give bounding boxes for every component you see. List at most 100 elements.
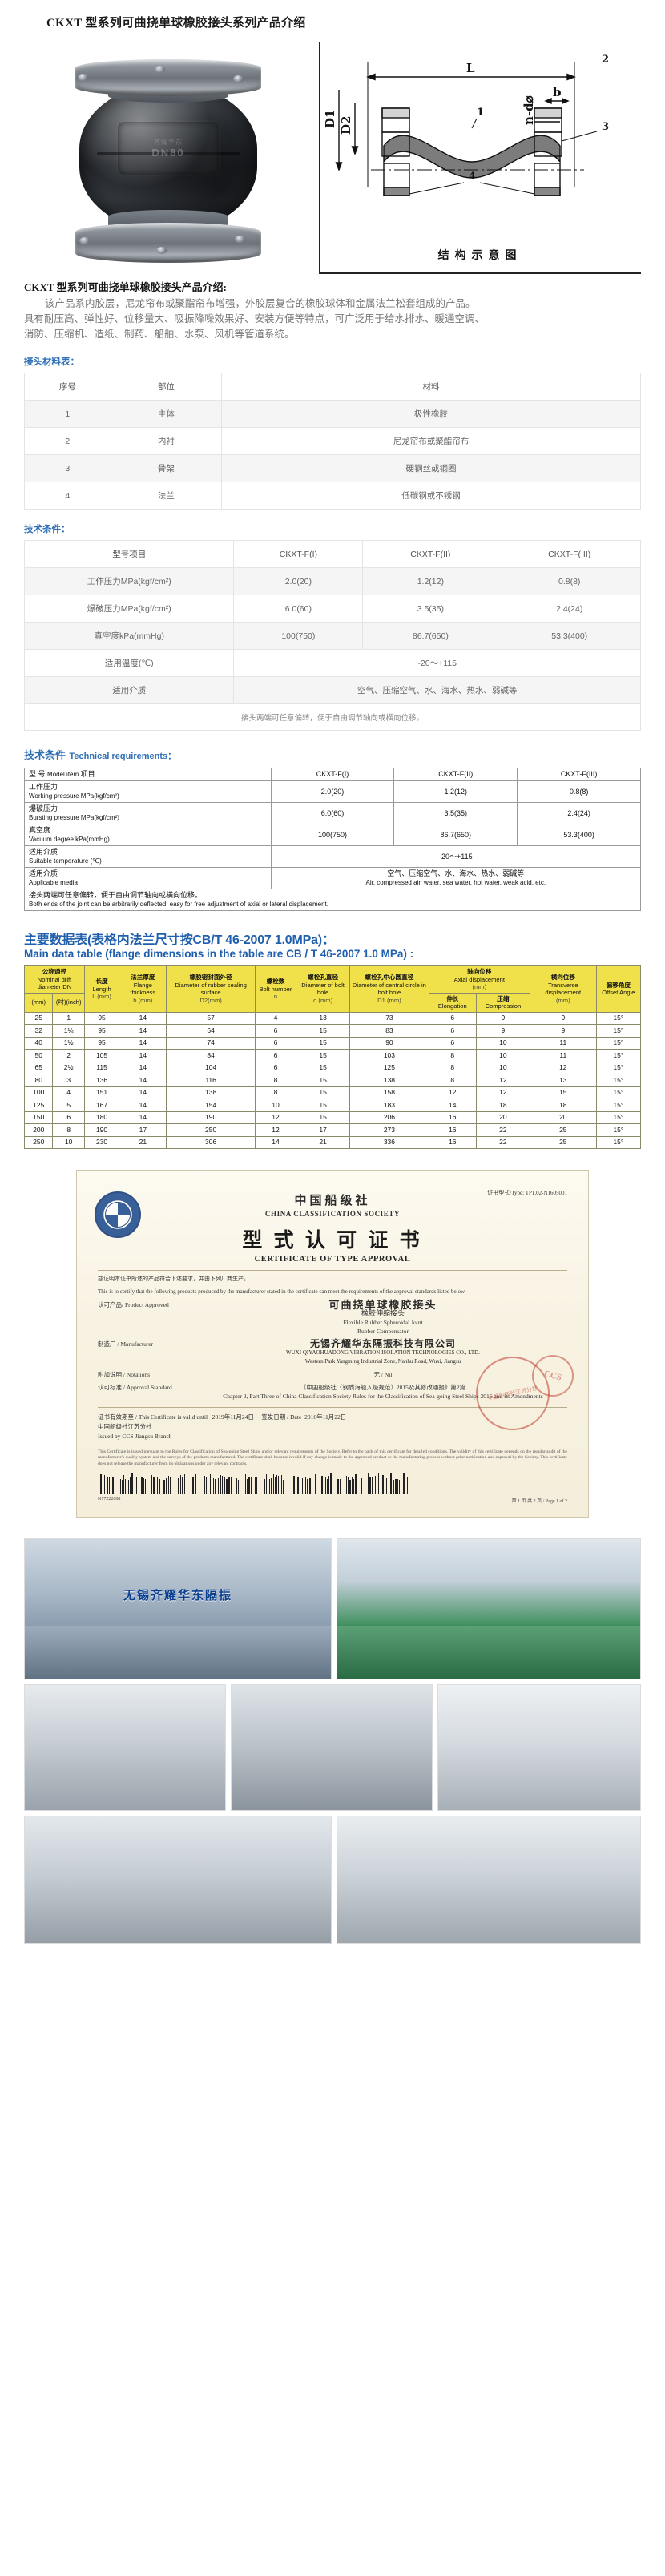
warehouse-photo — [24, 1684, 226, 1811]
col-ckxt-f2: CKXT-F(II) — [363, 541, 498, 568]
ccs-emblem-icon — [95, 1191, 141, 1238]
cell-param: 工作压力 Working pressure MPa(kgf/cm²) — [25, 781, 272, 803]
cell-value-span: -20～+115 — [234, 650, 641, 677]
cell-dn-mm: 100 — [25, 1086, 53, 1099]
cell-index: 1 — [25, 401, 111, 428]
dn-marking: DN80 — [151, 147, 184, 159]
cell-value-span: 空气、压缩空气、水、海水、热水、弱碱等 — [234, 677, 641, 704]
cell-param: 适用温度(℃) — [25, 650, 234, 677]
product-name-cn: 可曲挠单球橡胶接头 — [199, 1300, 567, 1309]
cell-thickness: 17 — [119, 1124, 167, 1137]
cell-offset-angle: 15° — [596, 1037, 640, 1050]
product-subname-en: Rubber Compensator — [199, 1327, 567, 1336]
testing-lab-photo — [437, 1684, 641, 1811]
cell-bolt-hole-d: 15 — [296, 1111, 350, 1124]
cell-elongation: 16 — [429, 1111, 476, 1124]
cell-bolt-number: 8 — [255, 1074, 296, 1087]
cell-dn-mm: 25 — [25, 1012, 53, 1025]
col-dn-inch: (吋)(inch) — [53, 993, 84, 1012]
col-d2: 橡胶密封面外径 Diameter of rubber sealing surfa… — [167, 966, 255, 1013]
tech-bilingual-heading: 技术条件 Technical requirements： — [0, 731, 665, 764]
cell-elongation: 16 — [429, 1136, 476, 1149]
cell-d2: 84 — [167, 1050, 255, 1062]
col-flange-thickness: 法兰厚度 Flange thickness b (mm) — [119, 966, 167, 1013]
table-note-row: 接头两端可任意偏转，便于自由调节轴向或横向位移。 — [25, 704, 641, 731]
cell-bolt-hole-d: 13 — [296, 1012, 350, 1025]
cell-transverse: 11 — [530, 1037, 596, 1050]
cell-value: 86.7(650) — [363, 623, 498, 650]
cell-param: 适用介质 Applicable media — [25, 868, 272, 889]
table-row: 适用温度(℃) -20～+115 — [25, 650, 641, 677]
col-compression: 压缩 Compression — [476, 993, 530, 1012]
bolt-icon — [79, 237, 90, 244]
col-elongation: 伸长 Elongation — [429, 993, 476, 1012]
dim-label-L: L — [466, 61, 475, 75]
dim-label-D1: D1 — [323, 110, 337, 128]
barcode — [98, 1473, 567, 1494]
cell-compression: 22 — [476, 1124, 530, 1137]
tech-conditions-table: 型号项目 CKXT-F(I) CKXT-F(II) CKXT-F(III) 工作… — [24, 540, 641, 731]
cell-d2: 154 — [167, 1099, 255, 1112]
cell-length: 151 — [84, 1086, 119, 1099]
material-table-label: 接头材料表： — [0, 342, 665, 373]
table-row: 1 主体 极性橡胶 — [25, 401, 641, 428]
cell-transverse: 25 — [530, 1136, 596, 1149]
cell-bolt-number: 8 — [255, 1086, 296, 1099]
dim-label-nd: n-d⌀ — [522, 95, 536, 125]
cell-elongation: 6 — [429, 1012, 476, 1025]
table-header-row: 型号项目 CKXT-F(I) CKXT-F(II) CKXT-F(III) — [25, 541, 641, 568]
main-data-body: 25 1 95 14 57 4 13 73 6 9 9 15° 32 1¼ 95 14 64 6 15 83 6 9 9 15… — [25, 1012, 641, 1149]
cell-length: 95 — [84, 1012, 119, 1025]
table-note-row: 接头两端可任意偏转，便于自由调节轴向或横向位移。 Both ends of th… — [25, 889, 641, 911]
col-dn-mm: (mm) — [25, 993, 53, 1012]
col-bolt-number: 螺栓数 Bolt number n — [255, 966, 296, 1013]
cell-thickness: 14 — [119, 1062, 167, 1074]
cell-transverse: 9 — [530, 1012, 596, 1025]
cell-bolt-circle-d1: 103 — [350, 1050, 429, 1062]
cell-d2: 116 — [167, 1074, 255, 1087]
col-offset-angle: 偏移角度 Offset Angle — [596, 966, 640, 1013]
cert-form-value: TP1.02-N1605001 — [526, 1190, 567, 1196]
cell-offset-angle: 15° — [596, 1099, 640, 1112]
cell-length: 95 — [84, 1025, 119, 1038]
col-part: 部位 — [111, 373, 221, 401]
col-ckxt-f1: CKXT-F(I) — [234, 541, 363, 568]
cell-dn-inch: 2 — [53, 1050, 84, 1062]
cell-bolt-hole-d: 17 — [296, 1124, 350, 1137]
param-cn: 适用介质 — [29, 848, 58, 856]
cell-value: 3.5(35) — [363, 595, 498, 623]
cell-offset-angle: 15° — [596, 1074, 640, 1087]
cell-value: 2.0(20) — [271, 781, 394, 803]
cell-value: 1.2(12) — [394, 781, 518, 803]
cell-thickness: 14 — [119, 1012, 167, 1025]
cell-bolt-number: 6 — [255, 1025, 296, 1038]
cert-field-value: 可曲挠单球橡胶接头 橡胶伸缩接头 Flexible Rubber Spheroi… — [199, 1300, 567, 1336]
main-data-title-en: Main data table (flange dimensions in th… — [24, 948, 641, 960]
table-row: 适用介质 Suitable temperature (℃) -20～+115 — [25, 846, 641, 868]
intro-paragraph-1: 该产品系内胶层，尼龙帘布或聚酯帘布增强，外胶层复合的橡胶球体和金属法兰松套组成的… — [24, 296, 641, 312]
cell-bolt-number: 4 — [255, 1012, 296, 1025]
cell-d2: 306 — [167, 1136, 255, 1149]
cell-elongation: 6 — [429, 1025, 476, 1038]
table-header-row: 序号 部位 材料 — [25, 373, 641, 401]
cell-value: 86.7(650) — [394, 824, 518, 846]
cell-offset-angle: 15° — [596, 1111, 640, 1124]
col-transverse-displacement: 横向位移 Transverse displacement (mm) — [530, 966, 596, 1013]
cell-elongation: 8 — [429, 1074, 476, 1087]
cell-index: 3 — [25, 455, 111, 482]
cert-form-label: 证书型式/Type: — [487, 1190, 524, 1196]
cell-dn-mm: 150 — [25, 1111, 53, 1124]
table-row: 3 骨架 硬钢丝或钢圈 — [25, 455, 641, 482]
cell-transverse: 25 — [530, 1124, 596, 1137]
cell-param: 真空度kPa(mmHg) — [25, 623, 234, 650]
tech-bilingual-title-cn: 技术条件 — [24, 749, 66, 761]
machine-shop-photo — [337, 1816, 641, 1944]
param-cn: 适用介质 — [29, 869, 58, 877]
cell-offset-angle: 15° — [596, 1136, 640, 1149]
param-en: Bursting pressure MPa(kgf/cm²) — [29, 814, 119, 821]
serial-number: N17222888 — [98, 1497, 120, 1504]
workshop-aisle-photo — [337, 1538, 641, 1679]
certificate-section: 证书型式/Type: TP1.02-N1605001 中国船级社 CHINA C… — [0, 1149, 665, 1518]
table-row: 爆破压力MPa(kgf/cm²) 6.0(60) 3.5(35) 2.4(24) — [25, 595, 641, 623]
cell-d2: 64 — [167, 1025, 255, 1038]
